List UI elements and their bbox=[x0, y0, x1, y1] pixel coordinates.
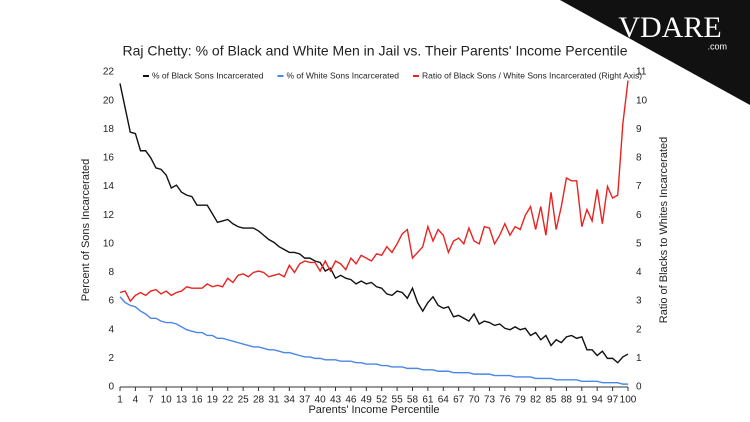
x-axis-title: Parents' Income Percentile bbox=[308, 404, 439, 416]
y-tick-label: 6 bbox=[108, 296, 114, 307]
y-tick-label: 20 bbox=[103, 95, 115, 106]
x-tick-label: 4 bbox=[133, 395, 139, 406]
y-tick-label: 18 bbox=[103, 124, 115, 135]
y-tick-label: 12 bbox=[103, 210, 115, 221]
y-tick-label: 0 bbox=[108, 382, 114, 393]
y-tick-label: 2 bbox=[108, 353, 114, 364]
x-tick-label: 94 bbox=[592, 395, 604, 406]
y2-tick-label: 1 bbox=[636, 353, 642, 364]
x-tick-label: 28 bbox=[253, 395, 265, 406]
y2-tick-label: 5 bbox=[636, 238, 642, 249]
x-tick-label: 70 bbox=[468, 395, 480, 406]
y-tick-label: 16 bbox=[103, 153, 115, 164]
y-tick-label: 4 bbox=[108, 324, 114, 335]
x-tick-label: 16 bbox=[191, 395, 203, 406]
x-tick-label: 100 bbox=[620, 395, 637, 406]
series-line bbox=[119, 296, 628, 385]
x-tick-label: 49 bbox=[361, 395, 373, 406]
y2-tick-label: 2 bbox=[636, 324, 642, 335]
x-tick-label: 52 bbox=[376, 395, 388, 406]
x-tick-label: 34 bbox=[284, 395, 296, 406]
y2-tick-label: 11 bbox=[636, 67, 647, 78]
x-tick-label: 1 bbox=[117, 395, 123, 406]
y2-tick-label: 0 bbox=[636, 382, 642, 393]
y-axis-title: Percent of Sons Incarcerated bbox=[80, 159, 92, 301]
x-tick-label: 7 bbox=[148, 395, 154, 406]
y-tick-label: 22 bbox=[103, 67, 115, 78]
x-tick-label: 85 bbox=[545, 395, 557, 406]
series-line bbox=[119, 83, 629, 364]
x-tick-label: 91 bbox=[576, 395, 588, 406]
logo: VDARE bbox=[618, 11, 721, 44]
x-tick-label: 40 bbox=[315, 395, 327, 406]
logo-banner bbox=[560, 0, 750, 105]
chart-title: Raj Chetty: % of Black and White Men in … bbox=[122, 43, 627, 59]
legend-label: Ratio of Black Sons / White Sons Incarce… bbox=[422, 70, 642, 80]
x-tick-label: 61 bbox=[422, 395, 434, 406]
y2-tick-label: 9 bbox=[636, 124, 642, 135]
y-tick-label: 10 bbox=[103, 238, 115, 249]
x-tick-label: 31 bbox=[268, 395, 280, 406]
x-tick-label: 43 bbox=[330, 395, 342, 406]
x-tick-label: 97 bbox=[607, 395, 619, 406]
x-tick-label: 88 bbox=[561, 395, 573, 406]
legend-label: % of White Sons Incarcerated bbox=[287, 70, 400, 80]
x-tick-label: 13 bbox=[176, 395, 188, 406]
y2-tick-label: 8 bbox=[636, 153, 642, 164]
x-tick-label: 22 bbox=[222, 395, 234, 406]
y2-tick-label: 7 bbox=[636, 181, 642, 192]
series-line bbox=[119, 80, 629, 303]
y2-tick-label: 3 bbox=[636, 296, 642, 307]
x-tick-label: 37 bbox=[299, 395, 311, 406]
y-tick-label: 8 bbox=[108, 267, 114, 278]
y2-tick-label: 6 bbox=[636, 210, 642, 221]
x-tick-label: 67 bbox=[453, 395, 465, 406]
logo-suffix: .com bbox=[707, 41, 727, 51]
legend-label: % of Black Sons Incarcerated bbox=[152, 70, 264, 80]
x-tick-label: 76 bbox=[499, 395, 511, 406]
x-tick-label: 79 bbox=[515, 395, 527, 406]
y2-tick-label: 10 bbox=[636, 95, 648, 106]
x-tick-label: 55 bbox=[392, 395, 404, 406]
y2-axis-title: Ratio of Blacks to Whites Incarcerated bbox=[658, 137, 670, 323]
x-tick-label: 25 bbox=[238, 395, 250, 406]
x-tick-label: 10 bbox=[161, 395, 173, 406]
y2-tick-label: 4 bbox=[636, 267, 642, 278]
x-tick-label: 58 bbox=[407, 395, 419, 406]
x-tick-label: 19 bbox=[207, 395, 219, 406]
x-tick-label: 82 bbox=[530, 395, 542, 406]
y-tick-label: 14 bbox=[103, 181, 115, 192]
x-tick-label: 64 bbox=[438, 395, 450, 406]
x-tick-label: 46 bbox=[345, 395, 357, 406]
x-tick-label: 73 bbox=[484, 395, 496, 406]
